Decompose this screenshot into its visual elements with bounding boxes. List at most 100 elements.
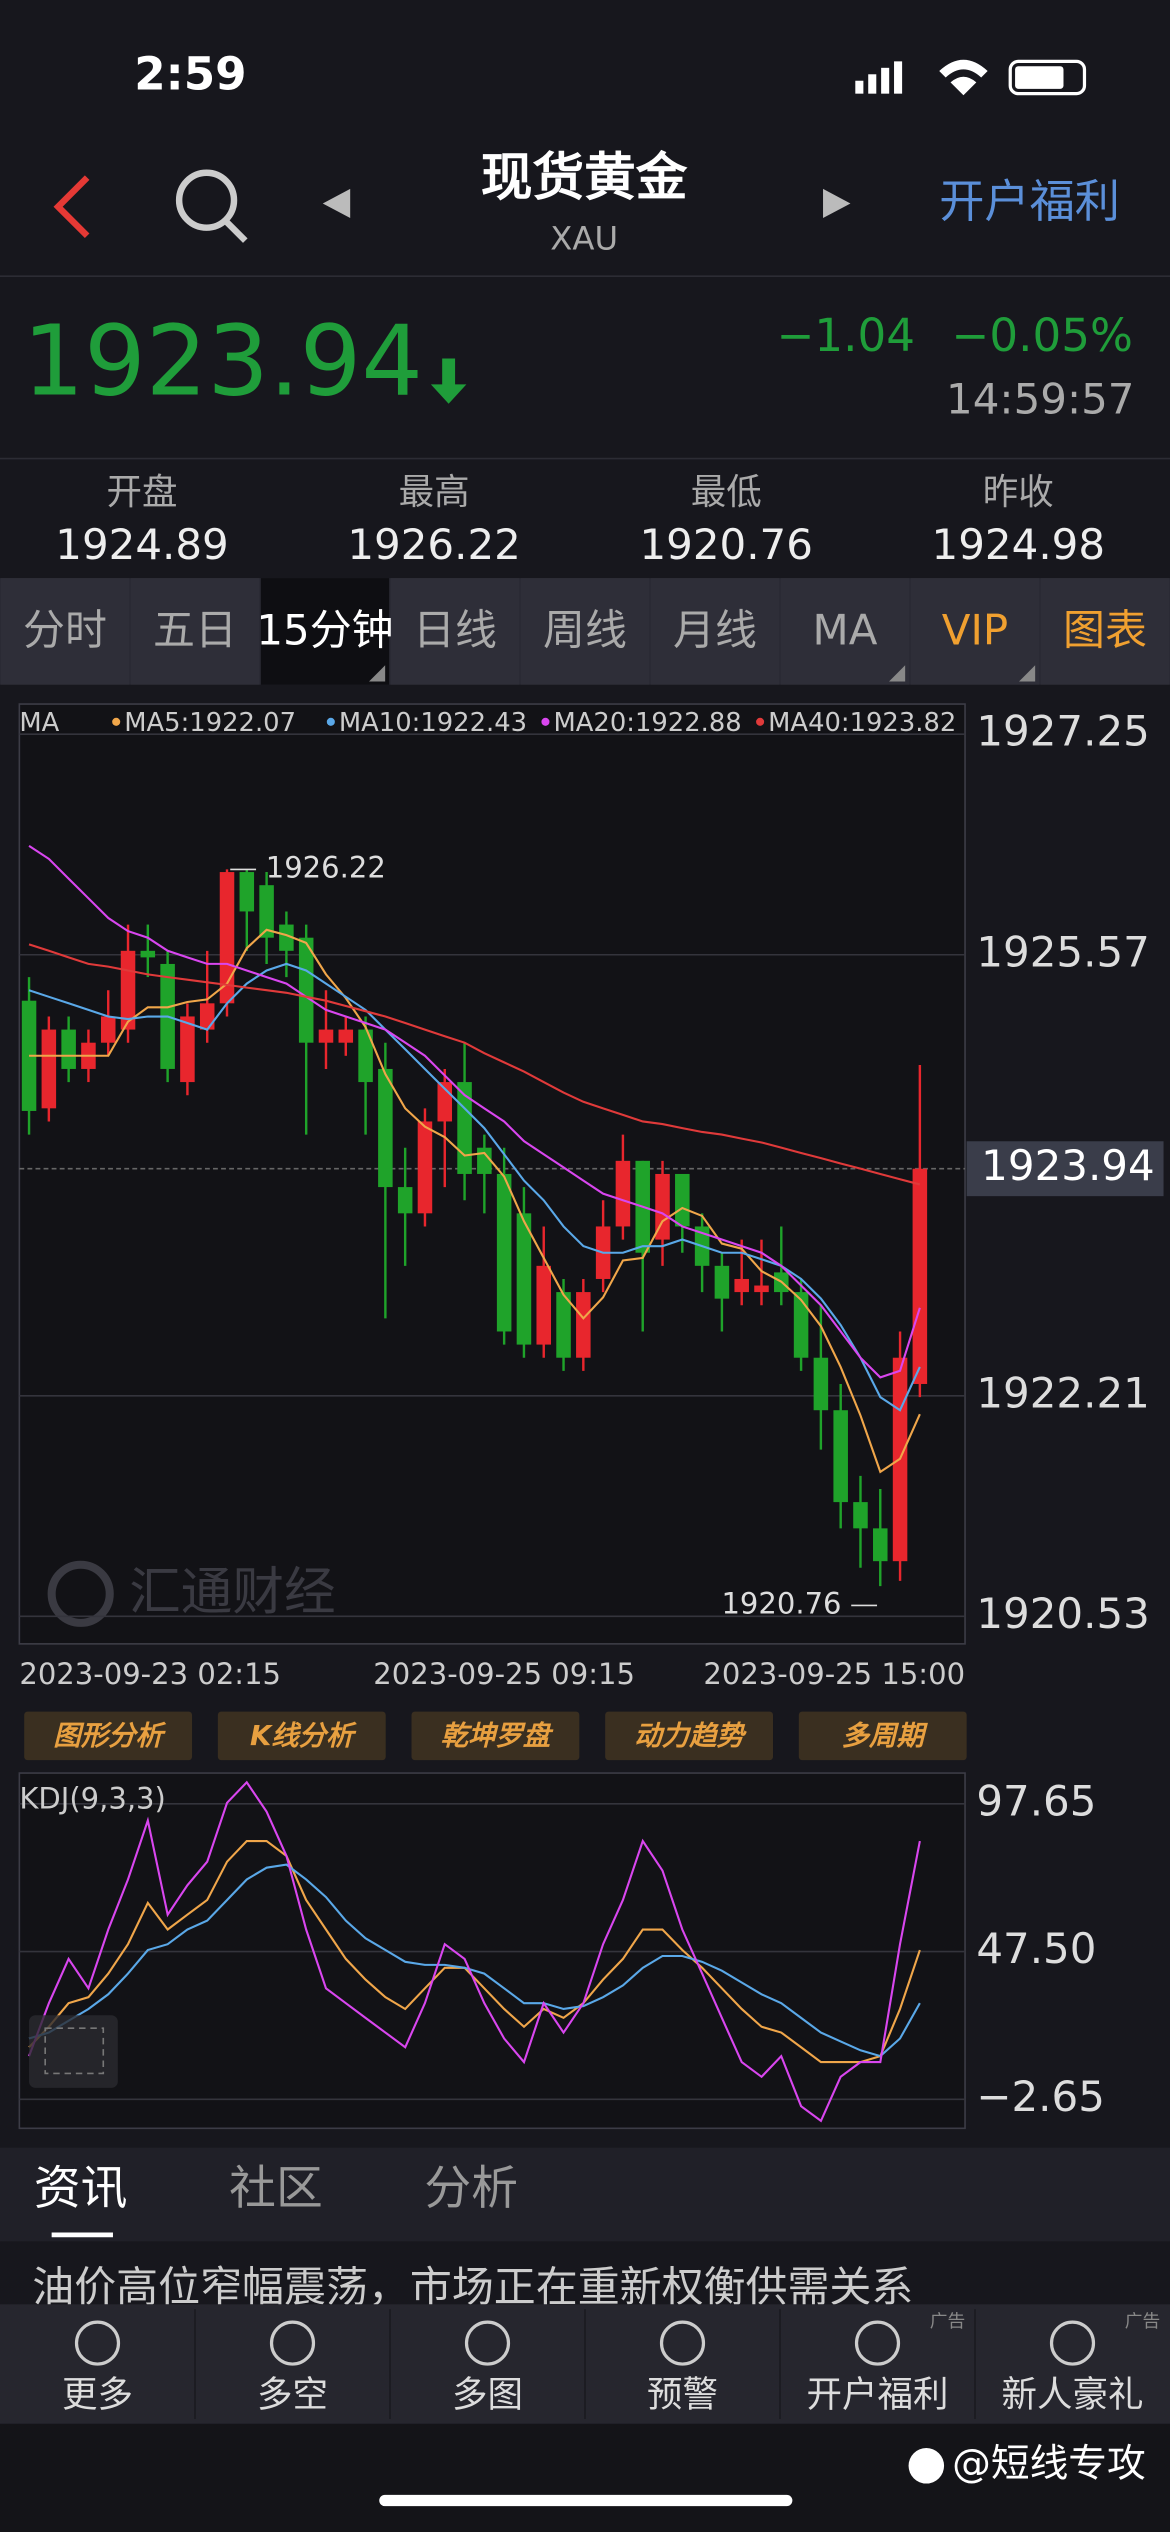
next-button[interactable] [823,188,851,218]
candle-body [338,1029,354,1043]
y-tick-label: 1925.57 [976,927,1150,976]
price: 1923.94 [23,305,423,418]
candle-body [298,937,314,1043]
tab[interactable] [910,578,1040,685]
candle-body [813,1357,829,1411]
status-time: 2:59 [134,48,246,101]
tab[interactable] [0,578,130,685]
watermark: @短线专攻 [952,2441,1146,2486]
prev-button[interactable] [322,188,351,218]
candle-body [754,1285,769,1293]
tab-label[interactable]: 日线 [413,605,497,654]
tool-label[interactable]: K线分析 [250,1721,357,1752]
tab[interactable] [1040,578,1170,685]
news-tab[interactable]: 分析 [424,2162,518,2216]
tab[interactable] [650,578,780,685]
stat-label: 开盘 [107,472,178,513]
candle-body [912,1168,928,1384]
kdj-line [28,1780,921,2123]
y-tick-label: 47.50 [976,1924,1096,1973]
candle-body [853,1502,868,1529]
fullscreen-button[interactable] [29,2015,118,2088]
legend-label: MA40:1923.82 [768,708,956,738]
last-price-label: 1923.94 [981,1141,1155,1190]
y-tick-label: −2.65 [976,2072,1105,2121]
legend-label: MA20:1922.88 [554,708,742,738]
nav-label[interactable]: 预警 [647,2374,718,2415]
y-tick-label: 1920.53 [976,1589,1150,1638]
tool-label[interactable]: 乾坤罗盘 [441,1721,554,1752]
x-tick-label: 2023-09-23 02:15 [19,1657,281,1691]
nav-icon[interactable] [464,2320,511,2366]
nav-icon[interactable] [269,2320,316,2366]
tab-label[interactable]: 分时 [23,605,107,654]
nav-icon[interactable] [659,2320,706,2366]
legend-label: MA10:1922.43 [339,708,527,738]
news-tab[interactable]: 社区 [229,2162,323,2216]
legend-dot [541,717,550,726]
candle-body [100,1016,116,1043]
nav-label[interactable]: 多图 [452,2374,523,2415]
ma-line [29,928,921,1474]
tab[interactable] [130,578,260,685]
tool-button[interactable] [605,1711,774,1761]
tool-button[interactable] [411,1711,580,1761]
tab-label[interactable]: 周线 [543,605,627,654]
charts: 汇通财经 1927.25 1925.57 1922.21 1920.53 1923.94 M… [18,703,1164,2130]
back-button[interactable] [53,175,90,239]
watermark-logo [908,2448,945,2484]
tab-label[interactable]: 15分钟 [256,605,393,654]
tab[interactable] [520,578,650,685]
tool-label[interactable]: 动力趋势 [634,1721,747,1752]
nav-icon[interactable] [1049,2320,1096,2366]
home-area [0,2423,1170,2532]
fullscreen-icon [44,2027,105,2075]
chart-title: KDJ(9,3,3) [19,1781,166,1815]
y-tick-label: 97.65 [976,1776,1096,1825]
tab-label[interactable]: VIP [942,605,1008,654]
legend-dot [756,717,765,726]
candle-body [477,1147,492,1174]
stat-value: 1924.89 [55,520,229,569]
tab[interactable] [390,578,520,685]
tool-button[interactable] [798,1711,967,1761]
candle-body [199,1003,215,1030]
news-headline[interactable]: 油价高位窄幅震荡，市场正在重新权衡供需关系 [32,2262,913,2311]
candle-body [873,1528,888,1562]
kdj-line [28,1839,921,2064]
candle-body [675,1173,690,1227]
nav-label[interactable]: 开户福利 [807,2374,949,2415]
tab-label[interactable]: 图表 [1063,605,1147,654]
candle-body [318,1029,334,1043]
down-arrow [430,358,467,404]
candle-body [219,872,235,1004]
candle-body [655,1173,670,1240]
tab[interactable] [780,578,910,685]
search-button[interactable] [175,169,248,243]
nav-label[interactable]: 新人豪礼 [1002,2374,1144,2415]
tab-label[interactable]: 月线 [673,605,757,654]
tool-button[interactable] [217,1711,386,1761]
tab[interactable] [260,578,390,685]
nav-icon[interactable] [854,2320,901,2366]
nav-label[interactable]: 更多 [62,2374,133,2415]
tab-label[interactable]: MA [813,605,878,654]
tool-label[interactable]: 图形分析 [53,1721,166,1752]
ma-line [28,962,921,1412]
candle-body [576,1292,591,1358]
tool-button[interactable] [24,1711,193,1761]
tool-label[interactable]: 多周期 [842,1721,929,1752]
change-pct: −0.05% [952,309,1133,362]
ma-line [28,943,921,1186]
header-action[interactable]: 开户福利 [939,175,1120,228]
stat-label: 最高 [399,472,470,513]
nav-icon[interactable] [74,2320,121,2366]
plot-frame [18,703,966,1645]
news-tab[interactable]: 资讯 [34,2162,128,2216]
x-tick-label: 2023-09-25 09:15 [373,1657,635,1691]
status-icons [855,59,1087,96]
tab-label[interactable]: 五日 [153,605,237,654]
nav-label[interactable]: 多空 [257,2374,328,2415]
